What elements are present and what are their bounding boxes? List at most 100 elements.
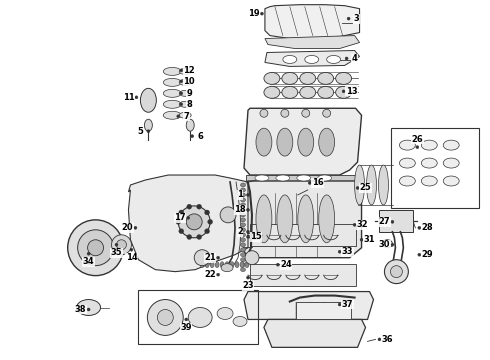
Ellipse shape xyxy=(276,175,290,181)
Text: 20: 20 xyxy=(122,223,133,232)
Ellipse shape xyxy=(179,101,191,107)
Ellipse shape xyxy=(225,262,229,268)
Circle shape xyxy=(302,109,310,117)
Circle shape xyxy=(176,219,181,224)
Ellipse shape xyxy=(255,175,269,181)
Circle shape xyxy=(246,208,249,211)
Circle shape xyxy=(342,90,345,93)
Ellipse shape xyxy=(241,193,245,197)
Text: 21: 21 xyxy=(204,253,216,262)
Circle shape xyxy=(246,235,249,238)
Text: 19: 19 xyxy=(248,9,260,18)
Text: 30: 30 xyxy=(379,240,390,249)
Ellipse shape xyxy=(163,67,181,75)
Text: 17: 17 xyxy=(174,213,186,222)
Ellipse shape xyxy=(241,188,245,192)
Polygon shape xyxy=(265,36,360,49)
Polygon shape xyxy=(244,108,362,175)
Ellipse shape xyxy=(163,100,181,108)
Ellipse shape xyxy=(399,176,416,186)
Ellipse shape xyxy=(220,262,224,268)
Ellipse shape xyxy=(443,140,459,150)
Circle shape xyxy=(147,300,183,336)
Ellipse shape xyxy=(241,268,245,272)
Ellipse shape xyxy=(241,263,245,267)
Ellipse shape xyxy=(179,80,191,85)
Text: 9: 9 xyxy=(186,89,192,98)
Circle shape xyxy=(391,220,394,223)
Polygon shape xyxy=(265,5,360,39)
Ellipse shape xyxy=(163,111,181,119)
Circle shape xyxy=(246,276,249,279)
Ellipse shape xyxy=(241,228,245,232)
Circle shape xyxy=(261,12,264,15)
Circle shape xyxy=(276,263,279,266)
Ellipse shape xyxy=(282,86,298,98)
Ellipse shape xyxy=(241,238,245,242)
Polygon shape xyxy=(264,319,366,347)
Text: 33: 33 xyxy=(342,247,353,256)
Circle shape xyxy=(68,220,123,276)
Circle shape xyxy=(180,80,183,83)
Circle shape xyxy=(147,130,150,133)
Circle shape xyxy=(134,226,137,229)
Circle shape xyxy=(180,92,183,95)
Circle shape xyxy=(416,146,419,149)
Ellipse shape xyxy=(277,128,293,156)
Ellipse shape xyxy=(241,203,245,207)
Circle shape xyxy=(187,234,192,239)
Ellipse shape xyxy=(233,316,247,327)
Ellipse shape xyxy=(241,248,245,252)
Circle shape xyxy=(196,204,201,209)
Bar xyxy=(392,128,479,208)
Ellipse shape xyxy=(277,195,293,243)
Ellipse shape xyxy=(443,158,459,168)
Circle shape xyxy=(418,253,421,256)
Ellipse shape xyxy=(367,165,376,205)
Ellipse shape xyxy=(241,223,245,227)
Circle shape xyxy=(178,206,210,238)
Ellipse shape xyxy=(241,253,245,257)
Circle shape xyxy=(217,273,220,276)
Ellipse shape xyxy=(241,258,245,262)
Circle shape xyxy=(208,219,213,224)
Bar xyxy=(250,224,356,246)
Text: 2: 2 xyxy=(237,227,243,236)
Circle shape xyxy=(87,308,90,311)
Circle shape xyxy=(345,57,348,60)
Ellipse shape xyxy=(399,140,416,150)
Ellipse shape xyxy=(205,262,209,268)
Circle shape xyxy=(246,230,249,233)
Circle shape xyxy=(194,250,210,266)
Ellipse shape xyxy=(264,72,280,84)
Text: 26: 26 xyxy=(412,135,423,144)
Ellipse shape xyxy=(241,213,245,217)
Ellipse shape xyxy=(298,128,314,156)
Ellipse shape xyxy=(141,88,156,112)
Circle shape xyxy=(347,17,350,20)
Circle shape xyxy=(360,238,363,241)
Circle shape xyxy=(418,226,421,229)
Circle shape xyxy=(246,193,249,197)
Text: 35: 35 xyxy=(111,248,122,257)
Text: 10: 10 xyxy=(183,77,195,86)
Bar xyxy=(379,210,414,232)
Ellipse shape xyxy=(421,176,437,186)
Ellipse shape xyxy=(241,218,245,222)
Ellipse shape xyxy=(399,158,416,168)
Ellipse shape xyxy=(300,86,316,98)
Circle shape xyxy=(180,103,183,106)
Text: 18: 18 xyxy=(234,206,246,215)
Ellipse shape xyxy=(241,208,245,212)
Text: 37: 37 xyxy=(342,300,353,309)
Ellipse shape xyxy=(282,72,298,84)
Circle shape xyxy=(196,234,201,239)
Circle shape xyxy=(385,260,408,284)
Ellipse shape xyxy=(163,78,181,86)
Circle shape xyxy=(179,229,184,234)
Text: 39: 39 xyxy=(180,323,192,332)
Ellipse shape xyxy=(327,55,341,63)
Circle shape xyxy=(179,210,184,215)
Ellipse shape xyxy=(421,140,437,150)
Circle shape xyxy=(338,303,341,306)
